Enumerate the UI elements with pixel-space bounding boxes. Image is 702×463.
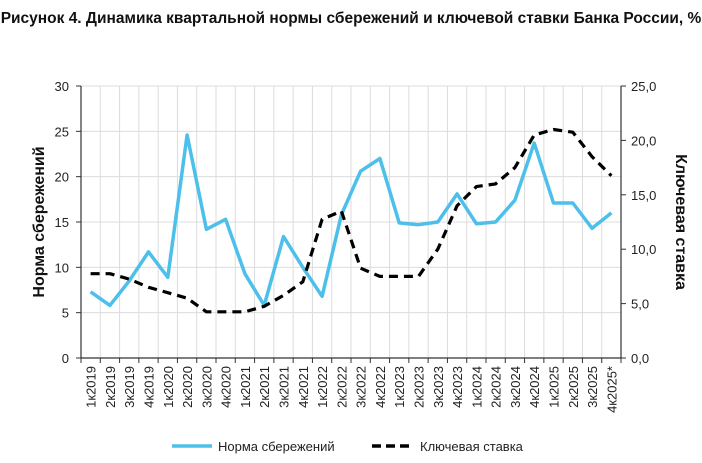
x-tick-label: 1к2021 (238, 366, 253, 408)
chart-title: Рисунок 4. Динамика квартальной нормы сб… (0, 10, 702, 27)
x-tick-label: 4к2020 (219, 366, 234, 408)
x-tick-label: 4к2025* (604, 366, 619, 413)
x-tick-label: 4к2019 (142, 366, 157, 408)
x-tick-label: 2к2025 (566, 366, 581, 408)
x-tick-label: 3к2024 (508, 366, 523, 408)
y2-tick-label: 10,0 (631, 242, 656, 257)
y-tick-label: 20 (55, 170, 69, 185)
x-tick-label: 4к2024 (527, 366, 542, 408)
legend-label-key-rate: Ключевая ставка (420, 439, 524, 454)
x-tick-label: 3к2019 (122, 366, 137, 408)
x-tick-label: 2к2024 (489, 366, 504, 408)
x-tick-label: 1к2024 (469, 366, 484, 408)
y2-tick-label: 5,0 (631, 297, 649, 312)
x-tick-label: 2к2020 (180, 366, 195, 408)
x-tick-label: 2к2023 (412, 366, 427, 408)
x-tick-label: 3к2020 (199, 366, 214, 408)
legend-label-savings-rate: Норма сбережений (218, 439, 335, 454)
x-tick-label: 3к2025 (585, 366, 600, 408)
y2-tick-label: 15,0 (631, 188, 656, 203)
y-tick-label: 10 (55, 260, 69, 275)
series-line-key-rate (90, 127, 613, 314)
x-tick-label: 4к2022 (373, 366, 388, 408)
x-tick-label: 1к2023 (392, 366, 407, 408)
y2-tick-label: 20,0 (631, 133, 656, 148)
x-tick-label: 3к2022 (354, 366, 369, 408)
x-tick-label: 1к2019 (84, 366, 99, 408)
y-tick-label: 30 (55, 79, 69, 94)
x-tick-label: 2к2021 (257, 366, 272, 408)
x-tick-label: 4к2021 (296, 366, 311, 408)
y-tick-label: 25 (55, 124, 69, 139)
y2-tick-label: 25,0 (631, 79, 656, 94)
y-axis-title: Норма сбережений (31, 146, 48, 297)
y-tick-label: 0 (62, 351, 69, 366)
x-tick-label: 4к2023 (450, 366, 465, 408)
x-tick-label: 1к2025 (547, 366, 562, 408)
x-tick-label: 2к2022 (334, 366, 349, 408)
y-tick-label: 5 (62, 306, 69, 321)
x-tick-label: 1к2022 (315, 366, 330, 408)
series-line-savings-rate (89, 133, 613, 308)
y-tick-label: 15 (55, 215, 69, 230)
x-tick-label: 3к2023 (431, 366, 446, 408)
x-tick-label: 2к2019 (103, 366, 118, 408)
y2-tick-label: 0,0 (631, 351, 649, 366)
x-tick-label: 1к2020 (161, 366, 176, 408)
y2-axis-title: Ключевая ставка (672, 154, 689, 290)
x-tick-label: 3к2021 (277, 366, 292, 408)
